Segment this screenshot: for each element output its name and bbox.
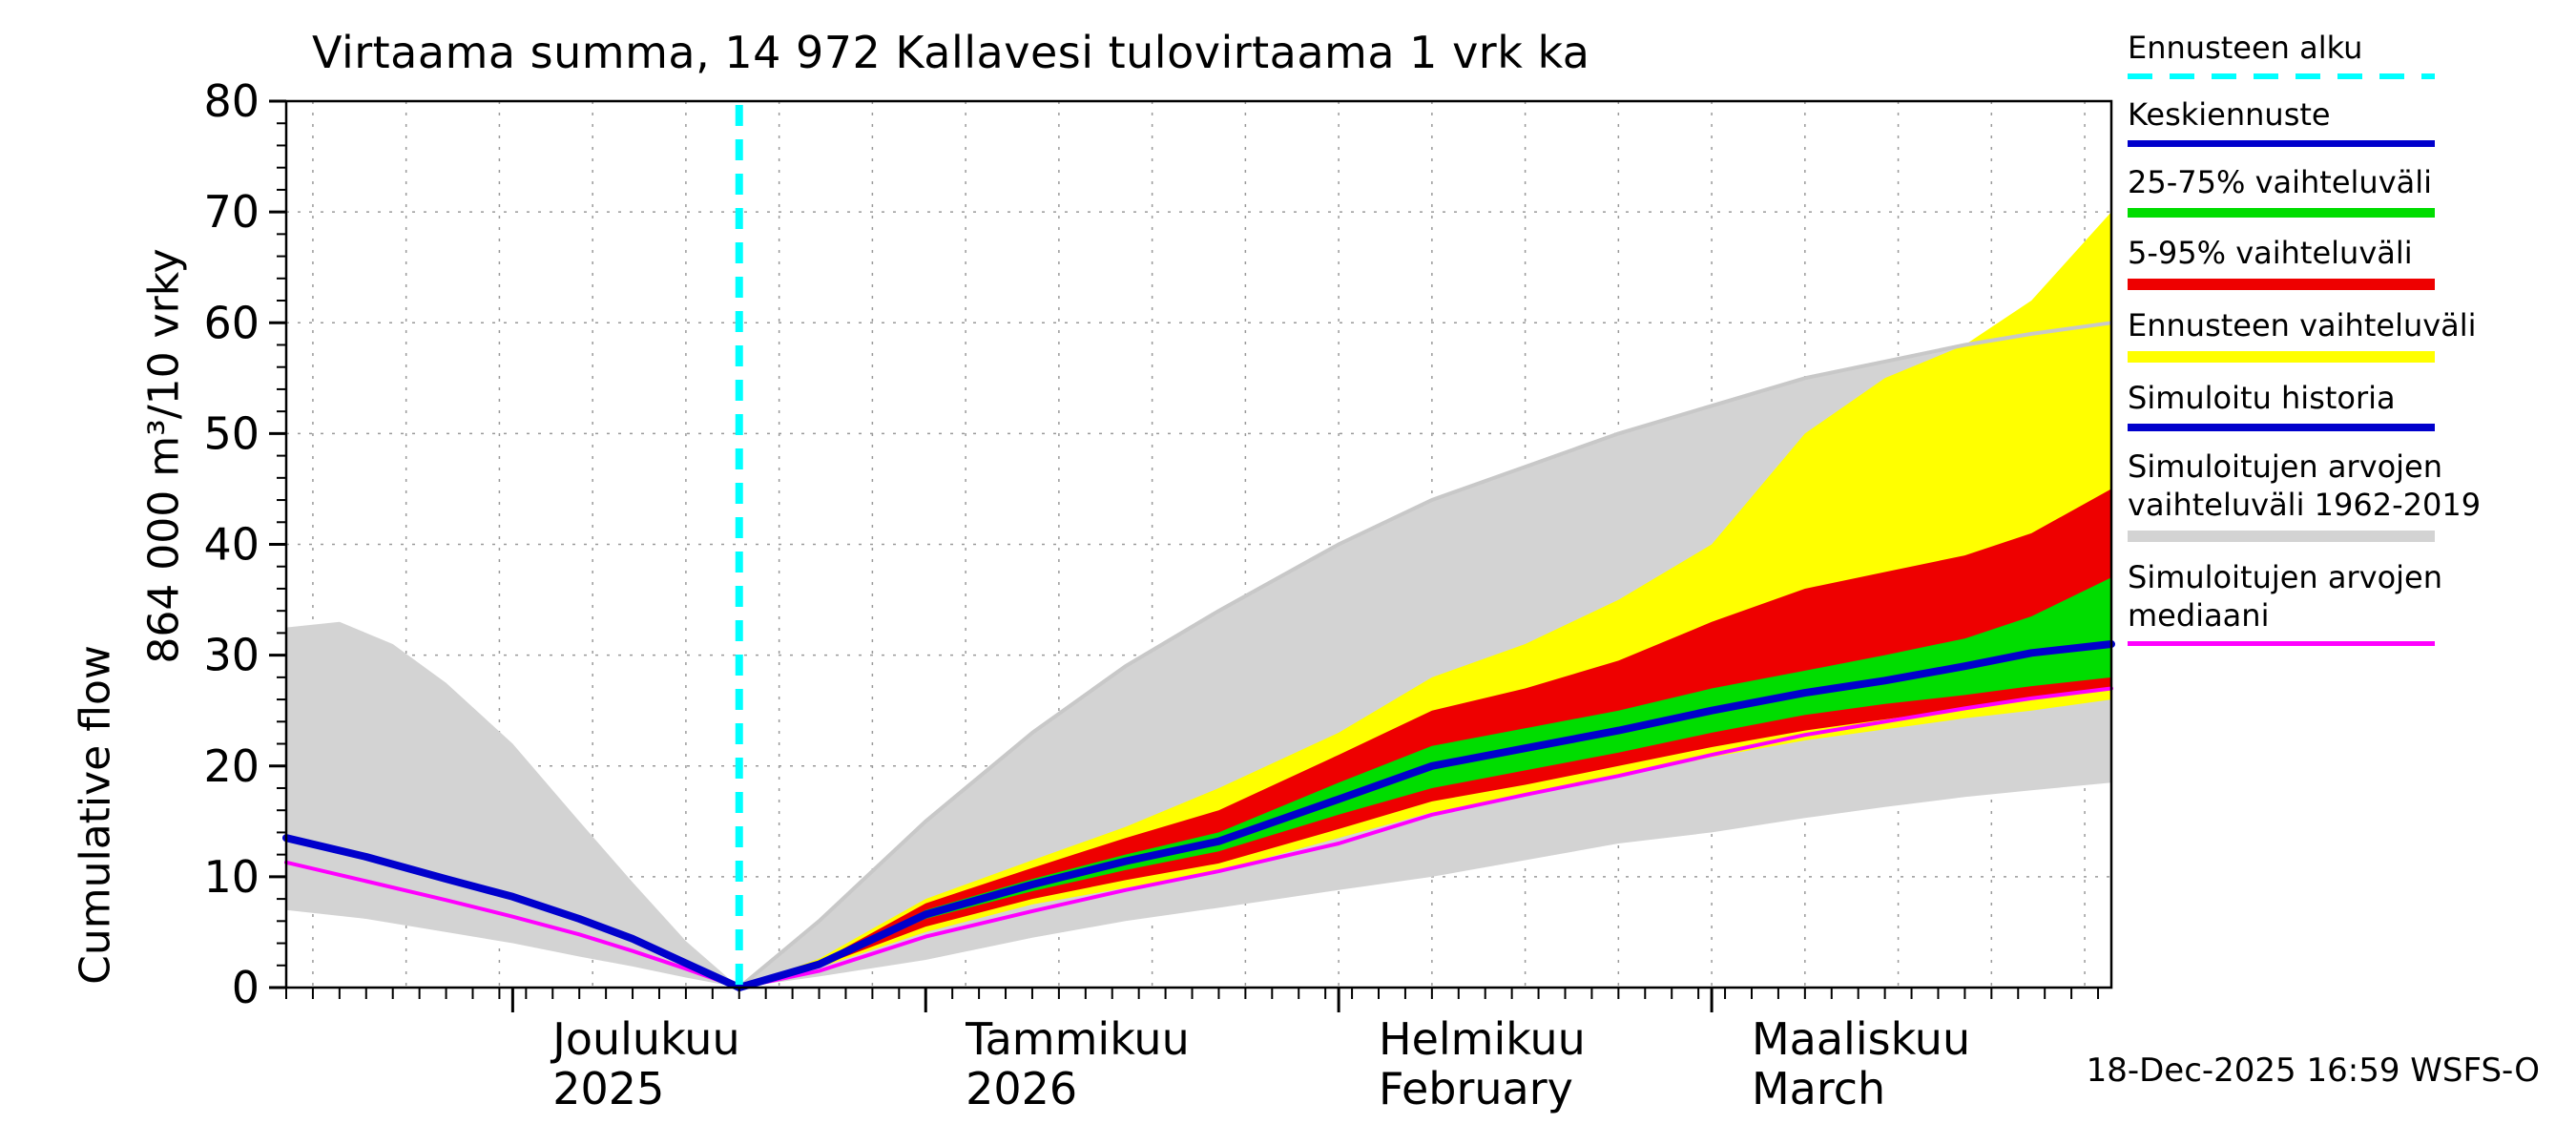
- y-tick-label: 50: [203, 407, 260, 459]
- y-tick-label: 40: [203, 519, 260, 571]
- month-sublabel: 2025: [552, 1063, 664, 1114]
- month-label: Helmikuu: [1379, 1013, 1586, 1065]
- month-sublabel: February: [1379, 1063, 1573, 1114]
- y-axis-name-label: Cumulative flow: [71, 645, 120, 985]
- y-axis-unit-label: 864 000 m³/10 vrky: [139, 248, 189, 664]
- y-tick-label: 10: [203, 851, 260, 903]
- simulated-history-line: [282, 834, 743, 991]
- month-label: Maaliskuu: [1752, 1013, 1970, 1065]
- legend-label: Keskiennuste: [2128, 96, 2331, 133]
- legend-item-5: Simuloitu historia: [2128, 379, 2532, 431]
- y-tick-label: 80: [203, 75, 260, 127]
- legend-label: Ennusteen alku: [2128, 30, 2363, 66]
- axis-ticks: [269, 99, 2100, 1012]
- legend-item-4: Ennusteen vaihteluväli: [2128, 306, 2532, 363]
- band-range-25-75: [738, 577, 2111, 988]
- legend-item-3: 5-95% vaihteluväli: [2128, 234, 2532, 290]
- bands: [286, 212, 2112, 989]
- legend-swatch: [2128, 73, 2435, 79]
- y-tick-label: 70: [203, 186, 260, 238]
- legend-item-0: Ennusteen alku: [2128, 29, 2532, 79]
- y-tick-labels: 0 10 20 30 40 50 60 70 80: [203, 75, 260, 1013]
- legend-item-6: Simuloitujen arvojen vaihteluväli 1962-2…: [2128, 448, 2532, 542]
- simulated-median-history-line: [284, 860, 741, 989]
- legend-item-2: 25-75% vaihteluväli: [2128, 163, 2532, 218]
- legend-label: 5-95% vaihteluväli: [2128, 235, 2413, 271]
- legend-swatch: [2128, 351, 2435, 363]
- legend-item-1: Keskiennuste: [2128, 95, 2532, 147]
- legend-label: 25-75% vaihteluväli: [2128, 164, 2433, 200]
- legend-label: Simuloitujen arvojen vaihteluväli 1962-2…: [2128, 448, 2482, 523]
- month-label: Tammikuu: [965, 1013, 1190, 1065]
- chart-title: Virtaama summa, 14 972 Kallavesi tulovir…: [312, 27, 1590, 78]
- legend-label: Ennusteen vaihteluväli: [2128, 307, 2477, 344]
- legend-swatch: [2128, 279, 2435, 290]
- legend-label: Simuloitu historia: [2128, 380, 2396, 416]
- legend: Ennusteen alku Keskiennuste 25-75% vaihtel…: [2128, 29, 2532, 662]
- band-range-5-95: [738, 489, 2111, 988]
- y-tick-label: 0: [232, 962, 260, 1013]
- legend-swatch: [2128, 641, 2435, 646]
- legend-label: Simuloitujen arvojen mediaani: [2128, 559, 2443, 634]
- y-tick-label: 60: [203, 297, 260, 348]
- month-sublabel: March: [1752, 1063, 1885, 1114]
- legend-swatch: [2128, 208, 2435, 218]
- legend-item-7: Simuloitujen arvojen mediaani: [2128, 558, 2532, 646]
- y-tick-label: 30: [203, 630, 260, 681]
- band-edge-simulated-range-forecast: [737, 321, 2112, 989]
- series-lines: [282, 640, 2115, 991]
- legend-swatch: [2128, 424, 2435, 431]
- y-tick-label: 20: [203, 740, 260, 792]
- legend-swatch: [2128, 531, 2435, 542]
- month-label: Joulukuu: [550, 1013, 739, 1065]
- month-sublabel: 2026: [966, 1063, 1077, 1114]
- legend-swatch: [2128, 140, 2435, 147]
- mean-forecast-line: [735, 640, 2115, 991]
- band-simulated-range-history: [286, 621, 739, 988]
- timestamp: 18-Dec-2025 16:59 WSFS-O: [2086, 1051, 2540, 1090]
- simulated-median-forecast-line: [737, 686, 2113, 989]
